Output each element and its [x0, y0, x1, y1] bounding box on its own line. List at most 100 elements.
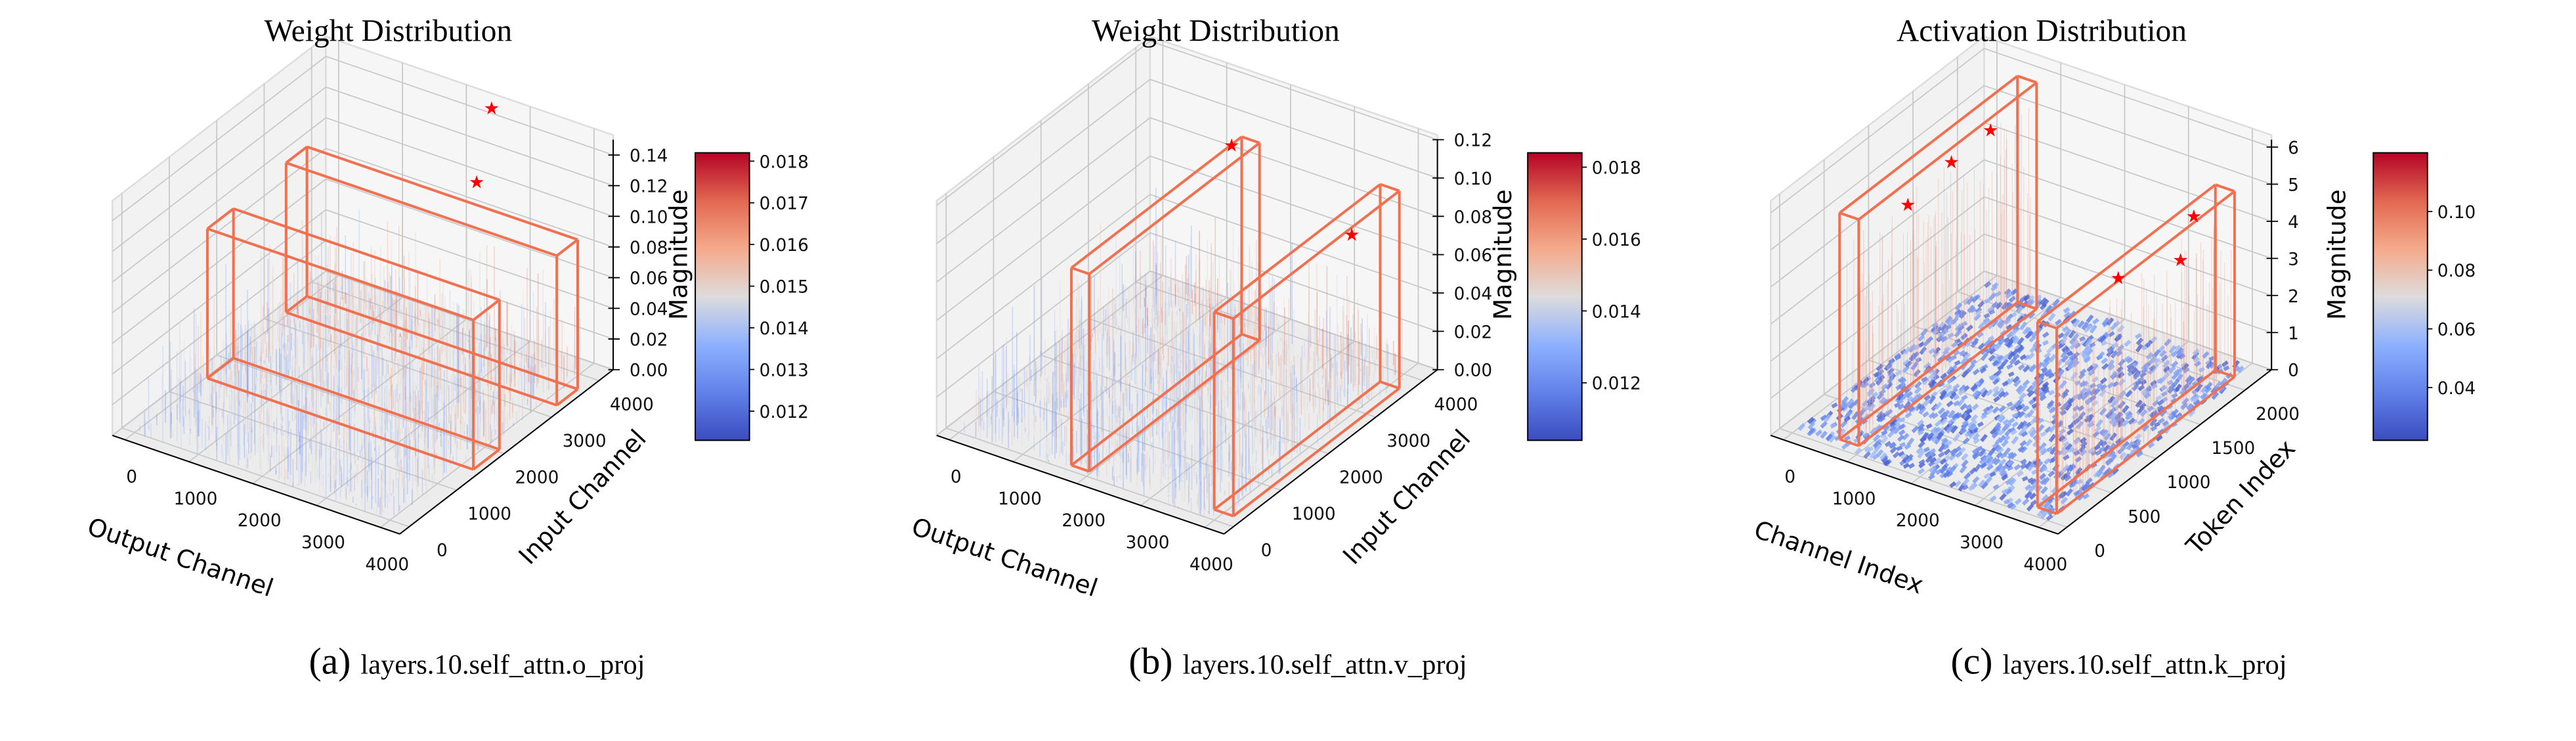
subfigure-caption: (c) layers.10.self_attn.k_proj — [1951, 640, 2287, 682]
surface-mark — [2057, 343, 2064, 349]
z-tick-label: 0.00 — [1454, 361, 1492, 381]
surface-mark — [1862, 432, 1869, 439]
caption-label: (a) — [309, 640, 351, 682]
surface-mark — [2136, 337, 2144, 346]
surface-mark — [1997, 365, 2004, 371]
surface-mark — [2048, 353, 2057, 363]
surface-mark — [2016, 470, 2024, 478]
chart-panel-c: ★★★★★★0100020003000400005001000150020000… — [1751, 14, 2476, 683]
surface-mark — [1823, 414, 1832, 423]
surface-mark — [2079, 336, 2086, 342]
surface-mark — [2025, 460, 2032, 470]
highlight-box-edge — [1213, 380, 1381, 511]
surface-mark — [2221, 360, 2229, 368]
z-gridline — [326, 178, 614, 279]
highlight-box-edge — [555, 388, 579, 407]
surface-mark — [2132, 371, 2141, 380]
surface-mark — [1897, 376, 1905, 383]
surface-mark — [1964, 413, 1971, 422]
highlight-box-edge — [1232, 387, 1400, 518]
surface-mark — [1997, 466, 2005, 473]
surface-mark — [2205, 360, 2214, 369]
z-tick-label: 2 — [2288, 287, 2299, 307]
surface-mark — [2025, 483, 2032, 491]
surface-mark — [1902, 454, 1910, 463]
surface-mark — [2047, 399, 2055, 407]
surface-mark — [1981, 364, 1988, 370]
surface-mark — [1954, 480, 1962, 488]
surface-mark — [2067, 423, 2074, 429]
y-tick-label: 2000 — [2256, 405, 2300, 424]
surface-mark — [2017, 336, 2025, 346]
surface-mark — [2012, 353, 2020, 361]
surface-mark — [2097, 351, 2105, 359]
surface-mark — [1940, 372, 1948, 380]
outlier-star-marker: ★ — [1344, 224, 1360, 245]
z-gridline — [1770, 85, 1985, 251]
z-tick-label: 0.10 — [630, 208, 668, 227]
surface-mark — [1981, 482, 1988, 489]
surface-mark — [2040, 448, 2048, 456]
surface-mark — [2067, 351, 2074, 357]
highlight-box-edge — [1839, 212, 1860, 221]
surface-mark — [2057, 332, 2065, 339]
z-gridline — [112, 148, 326, 313]
surface-mark — [1884, 441, 1892, 447]
surface-mark — [2021, 498, 2030, 506]
surface-mark — [2185, 374, 2193, 384]
surface-mark — [1984, 298, 1991, 304]
surface-mark — [1964, 472, 1971, 480]
surface-mark — [1996, 387, 2005, 396]
surface-mark — [2003, 435, 2011, 442]
highlight-box-edge — [1071, 464, 1090, 473]
surface-mark — [1939, 458, 1947, 465]
surface-mark — [2048, 313, 2056, 322]
surface-mark — [2139, 402, 2147, 410]
surface-mark — [2003, 499, 2010, 505]
surface-mark — [1995, 463, 2004, 471]
surface-mark — [2108, 450, 2116, 458]
surface-mark — [1973, 294, 1981, 300]
surface-mark — [1998, 405, 2006, 413]
x-tick-label: 3000 — [1126, 533, 1170, 553]
surface-mark — [2171, 350, 2179, 358]
surface-mark — [2107, 382, 2114, 389]
surface-mark — [2162, 372, 2170, 380]
surface-mark — [1862, 381, 1870, 388]
surface-mark — [2020, 462, 2027, 470]
surface-mark — [1962, 437, 1970, 445]
colorbar — [1527, 152, 1583, 441]
surface-mark — [2080, 441, 2088, 448]
surface-mark — [2041, 298, 2050, 307]
outlier-star-marker: ★ — [2186, 206, 2202, 227]
surface-mark — [2031, 469, 2038, 476]
surface-mark — [1986, 405, 1994, 412]
surface-mark — [1944, 315, 1953, 325]
highlight-box-edge — [233, 207, 500, 302]
y-gridline — [945, 427, 1234, 528]
surface-mark — [1960, 422, 1969, 432]
surface-mark — [2002, 391, 2009, 398]
surface-mark — [2029, 429, 2038, 438]
highlight-box-edge — [1839, 75, 2019, 214]
surface-mark — [1874, 443, 1882, 453]
y-gridline — [216, 354, 505, 455]
z-tick-label: 0.14 — [630, 146, 668, 166]
surface-mark — [2135, 380, 2142, 386]
surface-mark — [1970, 383, 1978, 392]
outlier-star-marker: ★ — [483, 98, 500, 119]
surface-mark — [2000, 453, 2007, 459]
surface-mark — [2084, 484, 2091, 491]
surface-mark — [1967, 421, 1974, 428]
surface-mark — [2023, 295, 2030, 302]
surface-mark — [2010, 288, 2018, 296]
surface-mark — [2065, 443, 2073, 451]
surface-mark — [2168, 382, 2176, 391]
surface-mark — [1895, 384, 1903, 391]
surface-mark — [1828, 434, 1836, 443]
surface-mark — [1918, 441, 1925, 449]
surface-mark — [1807, 427, 1815, 436]
surface-mark — [1950, 425, 1958, 434]
z-tick-label: 1 — [2288, 324, 2299, 344]
surface-mark — [1984, 281, 1992, 288]
